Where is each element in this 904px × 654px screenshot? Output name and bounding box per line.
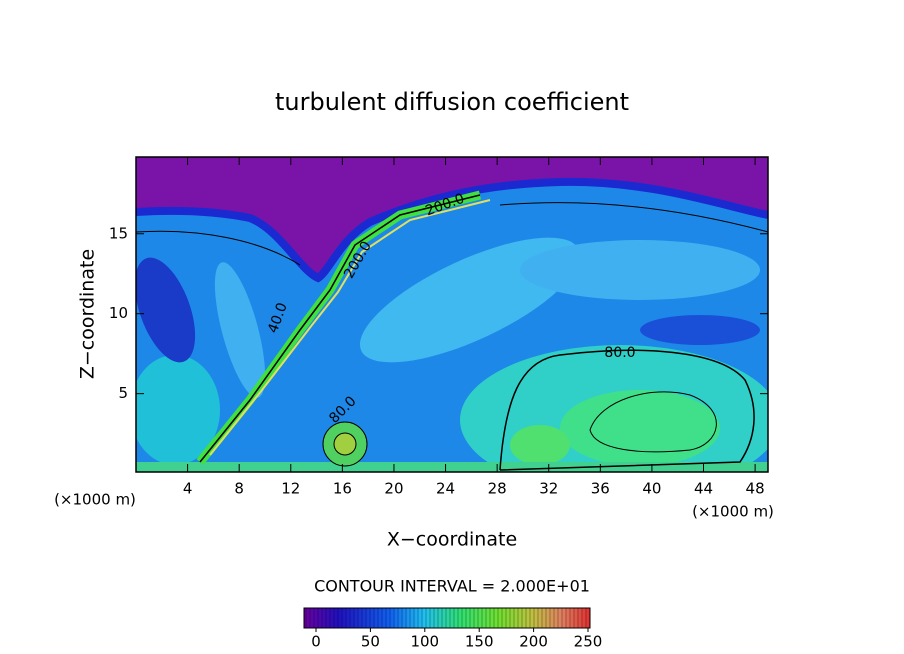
x-tick-label: 32	[539, 480, 558, 498]
contour-field	[136, 157, 768, 472]
colorbar-tick-label: 200	[519, 633, 548, 651]
y-tick-label: 10	[109, 304, 128, 322]
x-tick-label: 24	[436, 480, 455, 498]
x-tick-label: 40	[642, 480, 661, 498]
colorbar-tick-label: 250	[574, 633, 603, 651]
x-tick-label: 8	[234, 480, 244, 498]
contour-label: 80.0	[604, 345, 635, 361]
y-tick-label: 5	[118, 384, 128, 402]
colorbar-tick-label: 100	[410, 633, 439, 651]
x-axis-label: X−coordinate	[387, 529, 517, 551]
colorbar-tick-label: 50	[361, 633, 380, 651]
y-tick-label: 15	[109, 224, 128, 242]
colorbar	[303, 607, 591, 629]
colorbar-tick-label: 150	[465, 633, 494, 651]
x-tick-label: 16	[333, 480, 352, 498]
x-tick-label: 4	[183, 480, 193, 498]
chart-title: turbulent diffusion coefficient	[275, 88, 629, 116]
plot-frame	[135, 156, 769, 473]
x-tick-label: 48	[746, 480, 765, 498]
colorbar-tick-label: 0	[311, 633, 321, 651]
x-tick-label: 44	[694, 480, 713, 498]
y-axis-label: Z−coordinate	[77, 249, 99, 379]
x-unit-label: (×1000 m)	[692, 503, 774, 521]
x-tick-label: 36	[591, 480, 610, 498]
x-tick-label: 12	[281, 480, 300, 498]
contour-interval: CONTOUR INTERVAL = 2.000E+01	[314, 577, 590, 596]
x-tick-label: 28	[488, 480, 507, 498]
x-tick-label: 20	[384, 480, 403, 498]
x-unit-label: (×1000 m)	[54, 491, 136, 509]
